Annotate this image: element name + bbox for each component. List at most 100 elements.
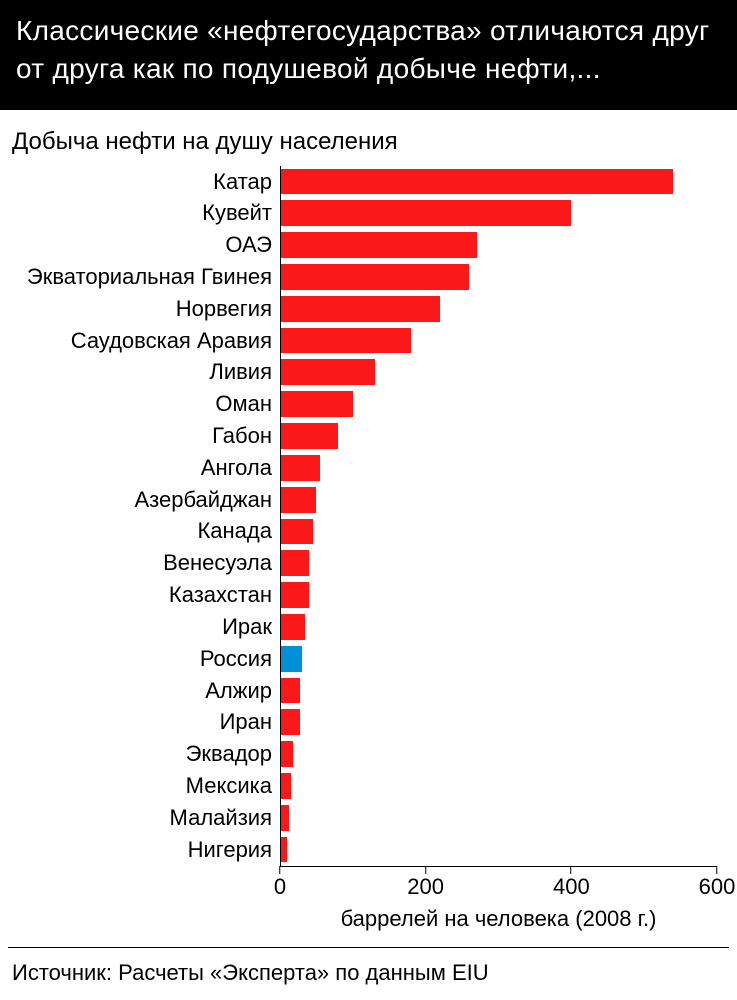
category-label: Малайзия (12, 805, 280, 831)
table-row: Венесуэла (12, 547, 717, 579)
bar-cell (280, 706, 717, 738)
category-label: Нигерия (12, 837, 280, 863)
bar (280, 519, 313, 545)
table-row: Ливия (12, 356, 717, 388)
category-label: Иран (12, 709, 280, 735)
category-label: Норвегия (12, 296, 280, 322)
table-row: Малайзия (12, 802, 717, 834)
bar (280, 232, 477, 258)
tick-mark (425, 866, 426, 874)
bar (280, 805, 289, 831)
category-label: Габон (12, 423, 280, 449)
table-row: Ангола (12, 452, 717, 484)
category-label: Мексика (12, 773, 280, 799)
category-label: Ангола (12, 455, 280, 481)
bar-cell (280, 166, 717, 198)
bar (280, 678, 300, 704)
bar (280, 359, 375, 385)
bar-cell (280, 738, 717, 770)
category-label: Казахстан (12, 582, 280, 608)
bar-cell (280, 643, 717, 675)
bar-cell (280, 770, 717, 802)
table-row: Канада (12, 516, 717, 548)
bar (280, 328, 411, 354)
bar (280, 455, 320, 481)
chart-plot-area: Катар Кувейт ОАЭ Экваториальная Гвинея Норве… (12, 166, 717, 866)
table-row: Оман (12, 388, 717, 420)
category-label: Россия (12, 646, 280, 672)
bar (280, 837, 287, 863)
bar (280, 773, 291, 799)
category-label: Саудовская Аравия (12, 328, 280, 354)
table-row: Азербайджан (12, 484, 717, 516)
chart: Катар Кувейт ОАЭ Экваториальная Гвинея Норве… (12, 166, 717, 866)
bar (280, 646, 302, 672)
category-label: Оман (12, 391, 280, 417)
table-row: Мексика (12, 770, 717, 802)
table-row: Иран (12, 706, 717, 738)
table-row: Нигерия (12, 834, 717, 866)
table-row: Ирак (12, 611, 717, 643)
table-row: ОАЭ (12, 229, 717, 261)
bar-cell (280, 452, 717, 484)
page-title: Классические «нефтегосударства» отличают… (0, 0, 737, 110)
x-axis-ticks: 0200400600 (280, 874, 717, 906)
bar-cell (280, 675, 717, 707)
bar (280, 741, 293, 767)
category-label: Венесуэла (12, 550, 280, 576)
table-row: Норвегия (12, 293, 717, 325)
tick-mark (279, 866, 280, 874)
bar-cell (280, 325, 717, 357)
bar (280, 264, 469, 290)
category-label: Экваториальная Гвинея (12, 264, 280, 290)
bar (280, 614, 305, 640)
y-axis (280, 166, 281, 866)
bar-cell (280, 229, 717, 261)
bar (280, 709, 300, 735)
tick-label: 200 (407, 874, 444, 900)
bar (280, 296, 440, 322)
table-row: Катар (12, 166, 717, 198)
bar-cell (280, 611, 717, 643)
category-label: Кувейт (12, 200, 280, 226)
source-label: Источник: Расчеты «Эксперта» по данным E… (0, 954, 737, 1000)
footer: Источник: Расчеты «Эксперта» по данным E… (0, 947, 737, 1000)
bar-cell (280, 484, 717, 516)
tick-mark (716, 866, 717, 874)
tick-label: 600 (699, 874, 736, 900)
bar-cell (280, 420, 717, 452)
table-row: Саудовская Аравия (12, 325, 717, 357)
table-row: Казахстан (12, 579, 717, 611)
bar (280, 582, 309, 608)
bar-cell (280, 579, 717, 611)
bar (280, 550, 309, 576)
table-row: Экваториальная Гвинея (12, 261, 717, 293)
category-label: Катар (12, 169, 280, 195)
table-row: Габон (12, 420, 717, 452)
category-label: Азербайджан (12, 487, 280, 513)
bar-cell (280, 261, 717, 293)
category-label: Эквадор (12, 741, 280, 767)
table-row: Эквадор (12, 738, 717, 770)
category-label: Ирак (12, 614, 280, 640)
category-label: Канада (12, 518, 280, 544)
footer-separator (8, 947, 729, 949)
table-row: Кувейт (12, 197, 717, 229)
tick-label: 400 (553, 874, 590, 900)
bar (280, 391, 353, 417)
bar-cell (280, 802, 717, 834)
tick-label: 0 (274, 874, 286, 900)
chart-subtitle: Добыча нефти на душу населения (0, 110, 737, 166)
x-axis (280, 866, 717, 867)
bar (280, 200, 571, 226)
bar-cell (280, 388, 717, 420)
table-row: Россия (12, 643, 717, 675)
category-label: ОАЭ (12, 232, 280, 258)
x-axis-label: баррелей на человека (2008 г.) (280, 906, 717, 932)
bar (280, 423, 338, 449)
category-label: Алжир (12, 678, 280, 704)
table-row: Алжир (12, 675, 717, 707)
bar-cell (280, 197, 717, 229)
bar-cell (280, 293, 717, 325)
bar-cell (280, 547, 717, 579)
